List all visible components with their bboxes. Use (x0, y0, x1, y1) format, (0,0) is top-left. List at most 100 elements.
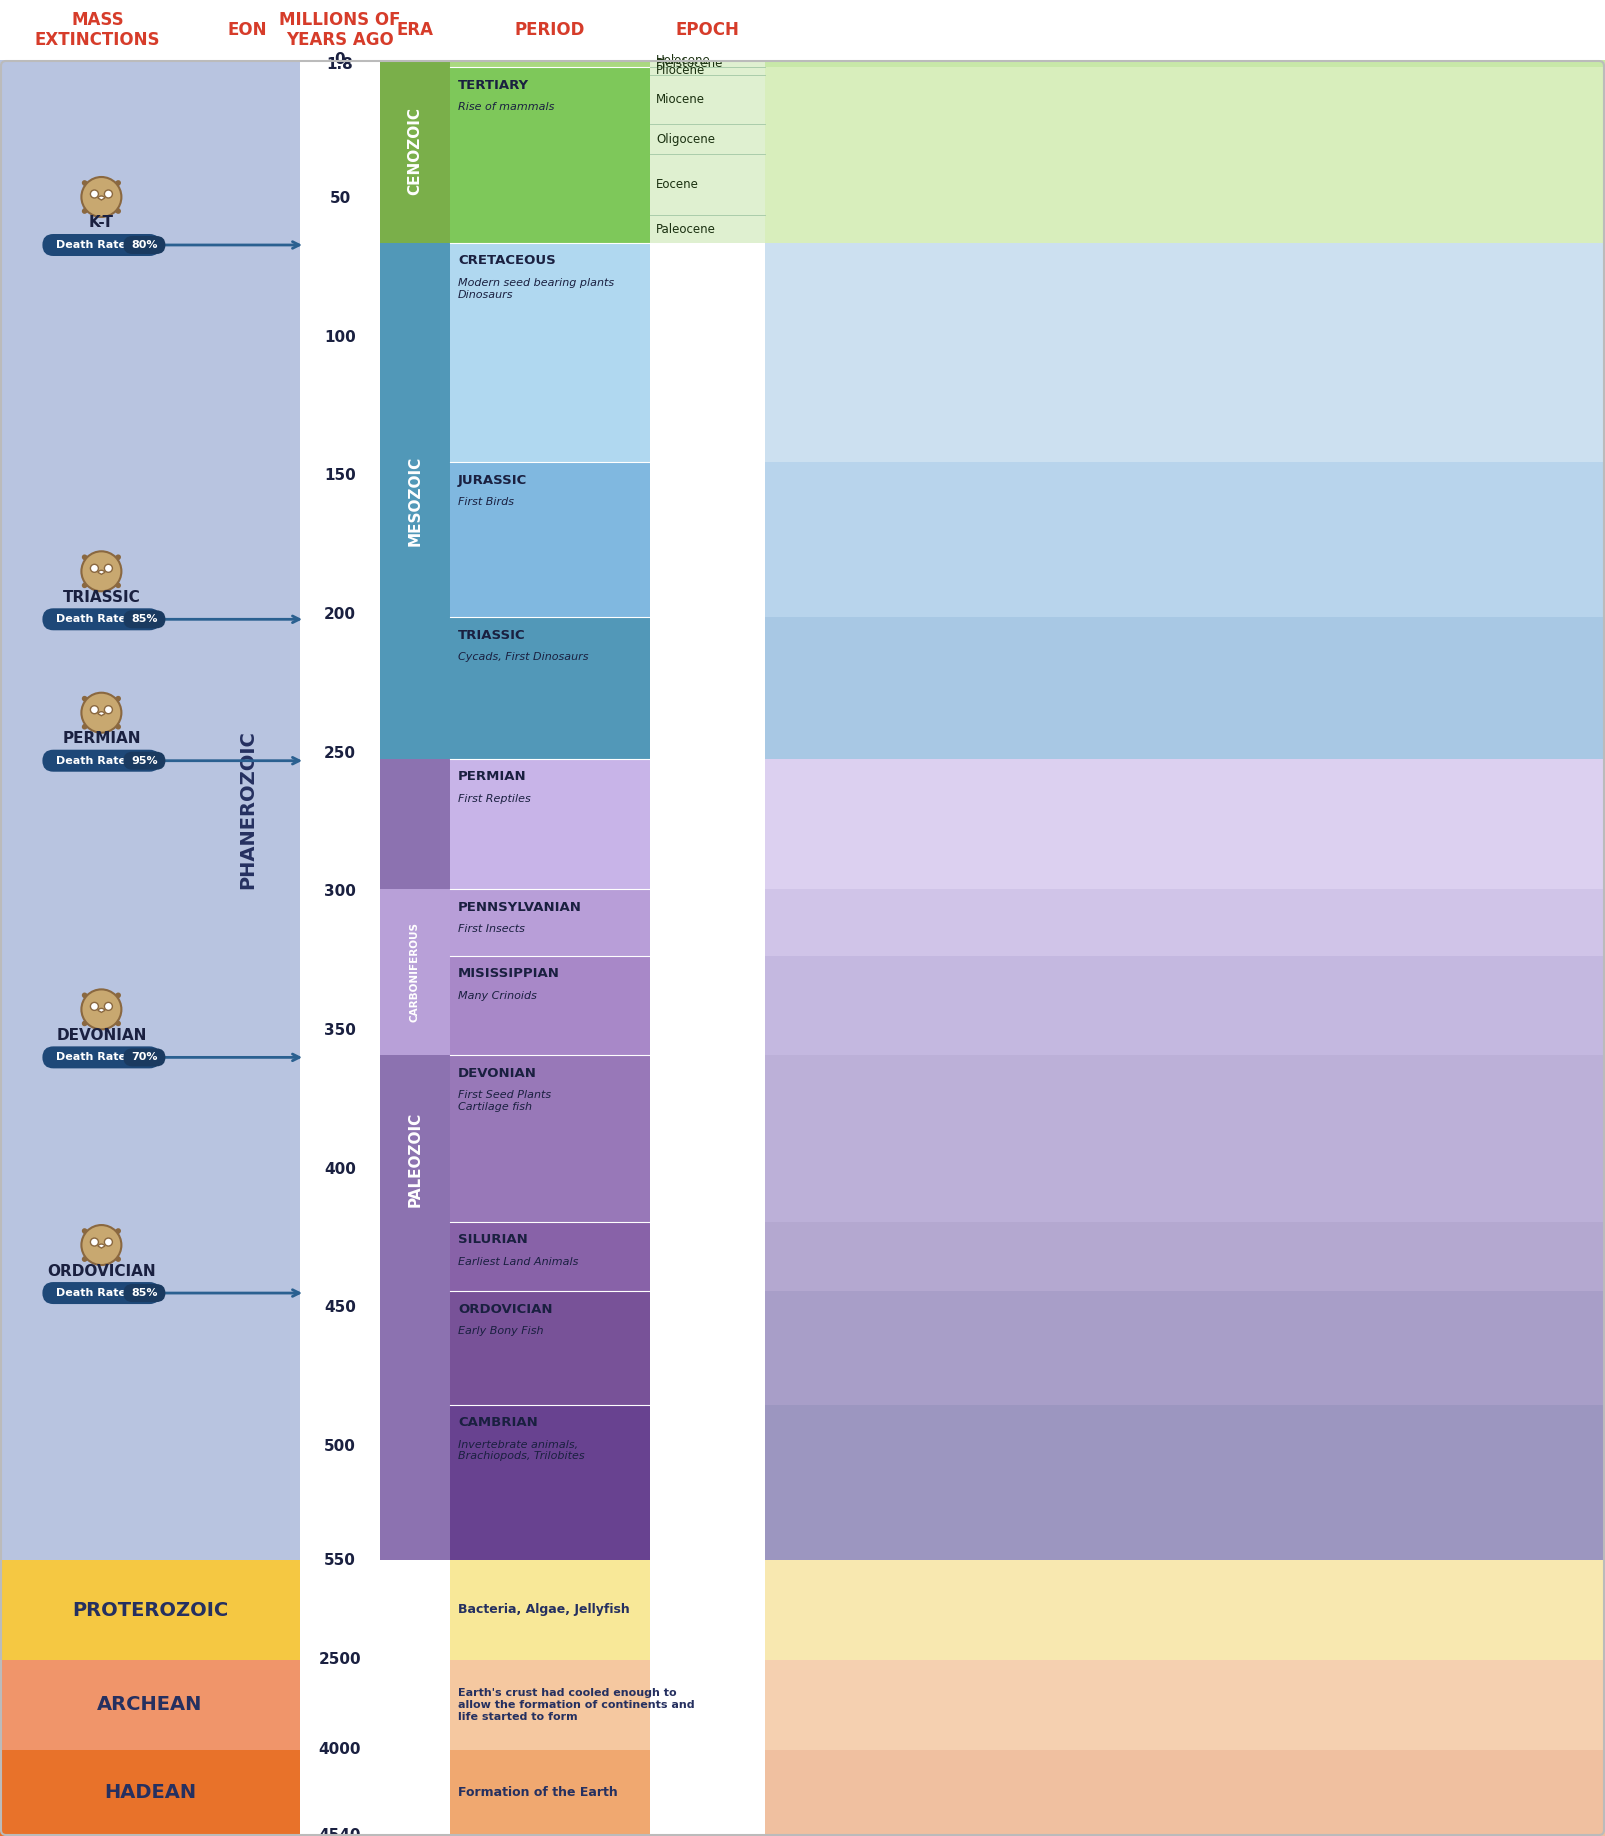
Text: Pliocene: Pliocene (656, 64, 705, 77)
Bar (449, 758, 650, 889)
Text: 300: 300 (324, 885, 356, 900)
Text: CENOZOIC: CENOZOIC (408, 108, 422, 195)
Circle shape (82, 692, 122, 733)
Text: TRIASSIC: TRIASSIC (63, 589, 140, 604)
Text: Holocene: Holocene (656, 53, 711, 66)
Text: 400: 400 (324, 1162, 356, 1177)
Bar (449, 68, 650, 242)
Circle shape (90, 1237, 98, 1247)
Bar (380, 242, 449, 758)
Text: Death Rate: Death Rate (56, 1289, 127, 1298)
Text: DEVONIAN: DEVONIAN (56, 1028, 146, 1043)
FancyBboxPatch shape (124, 610, 165, 628)
FancyBboxPatch shape (42, 1047, 160, 1069)
Text: 85%: 85% (132, 615, 157, 624)
Bar (766, 1750, 1605, 1836)
Bar (766, 242, 1605, 463)
Bar (449, 1221, 650, 1291)
Circle shape (104, 189, 112, 198)
Text: MILLIONS OF
YEARS AGO: MILLIONS OF YEARS AGO (279, 11, 401, 50)
Bar (380, 758, 449, 1561)
Bar (449, 1660, 650, 1750)
Bar (766, 1221, 1605, 1291)
Text: TERTIARY: TERTIARY (457, 79, 530, 92)
Text: EON: EON (228, 20, 268, 39)
Bar (766, 1405, 1605, 1561)
Circle shape (90, 1002, 98, 1010)
Text: First Seed Plants
Cartilage fish: First Seed Plants Cartilage fish (457, 1091, 551, 1113)
Bar (650, 61, 766, 242)
Text: 4000: 4000 (319, 1742, 361, 1757)
Wedge shape (98, 571, 104, 575)
Text: 4540: 4540 (319, 1829, 361, 1836)
FancyBboxPatch shape (124, 1048, 165, 1067)
Text: 85%: 85% (132, 1289, 157, 1298)
Bar (449, 889, 650, 955)
Bar (766, 61, 1605, 68)
Bar (449, 61, 650, 68)
Text: HADEAN: HADEAN (104, 1783, 196, 1803)
Text: 1.8: 1.8 (327, 57, 353, 72)
Text: 100: 100 (324, 330, 356, 345)
Text: 95%: 95% (132, 756, 157, 766)
FancyBboxPatch shape (42, 1282, 160, 1304)
Bar (449, 242, 650, 463)
Text: First Birds: First Birds (457, 498, 514, 507)
Bar (449, 617, 650, 758)
Bar (766, 1291, 1605, 1405)
Text: 500: 500 (324, 1439, 356, 1454)
Text: Death Rate: Death Rate (56, 241, 127, 250)
FancyBboxPatch shape (42, 749, 160, 771)
Bar (766, 955, 1605, 1056)
Text: ORDOVICIAN: ORDOVICIAN (47, 1263, 156, 1278)
FancyBboxPatch shape (124, 751, 165, 769)
Text: First Insects: First Insects (457, 924, 525, 935)
Bar (766, 1561, 1605, 1660)
Bar (766, 1056, 1605, 1221)
Text: 150: 150 (324, 468, 356, 483)
Text: Earliest Land Animals: Earliest Land Animals (457, 1256, 578, 1267)
Text: PROTEROZOIC: PROTEROZOIC (72, 1601, 228, 1619)
Bar (300, 61, 380, 1836)
Circle shape (104, 705, 112, 714)
Bar (149, 61, 300, 1561)
Bar (380, 61, 449, 242)
Text: 70%: 70% (132, 1052, 157, 1063)
Text: MASS
EXTINCTIONS: MASS EXTINCTIONS (35, 11, 161, 50)
Text: ARCHEAN: ARCHEAN (98, 1695, 202, 1715)
Text: 350: 350 (324, 1023, 356, 1037)
Text: Invertebrate animals,
Brachiopods, Trilobites: Invertebrate animals, Brachiopods, Trilo… (457, 1439, 584, 1461)
Circle shape (104, 1002, 112, 1010)
Text: MISISSIPPIAN: MISISSIPPIAN (457, 968, 560, 980)
Bar (449, 463, 650, 617)
Bar (766, 463, 1605, 617)
Text: Rise of mammals: Rise of mammals (457, 103, 554, 112)
Text: 80%: 80% (132, 241, 157, 250)
Text: Formation of the Earth: Formation of the Earth (457, 1786, 618, 1799)
Text: CARBONIFEROUS: CARBONIFEROUS (409, 922, 421, 1023)
Text: Death Rate: Death Rate (56, 1052, 127, 1063)
Text: Bacteria, Algae, Jellyfish: Bacteria, Algae, Jellyfish (457, 1603, 629, 1616)
Bar (0, 1561, 300, 1660)
Wedge shape (98, 712, 104, 716)
Circle shape (82, 990, 122, 1030)
Circle shape (82, 176, 122, 217)
Circle shape (82, 1225, 122, 1265)
Text: CRETACEOUS: CRETACEOUS (457, 255, 555, 268)
Bar (449, 1056, 650, 1221)
Text: Many Crinoids: Many Crinoids (457, 991, 538, 1001)
Bar (766, 889, 1605, 955)
Text: JURASSIC: JURASSIC (457, 474, 528, 487)
Bar (766, 758, 1605, 889)
Text: 0: 0 (335, 53, 345, 68)
Circle shape (104, 564, 112, 573)
Text: PALEOZOIC: PALEOZOIC (408, 1113, 422, 1206)
Wedge shape (98, 1245, 104, 1248)
Text: PENNSYLVANIAN: PENNSYLVANIAN (457, 900, 583, 914)
FancyBboxPatch shape (42, 608, 160, 630)
Bar (0, 1660, 300, 1750)
Wedge shape (98, 196, 104, 200)
Circle shape (90, 189, 98, 198)
FancyBboxPatch shape (42, 233, 160, 255)
FancyBboxPatch shape (124, 1283, 165, 1302)
